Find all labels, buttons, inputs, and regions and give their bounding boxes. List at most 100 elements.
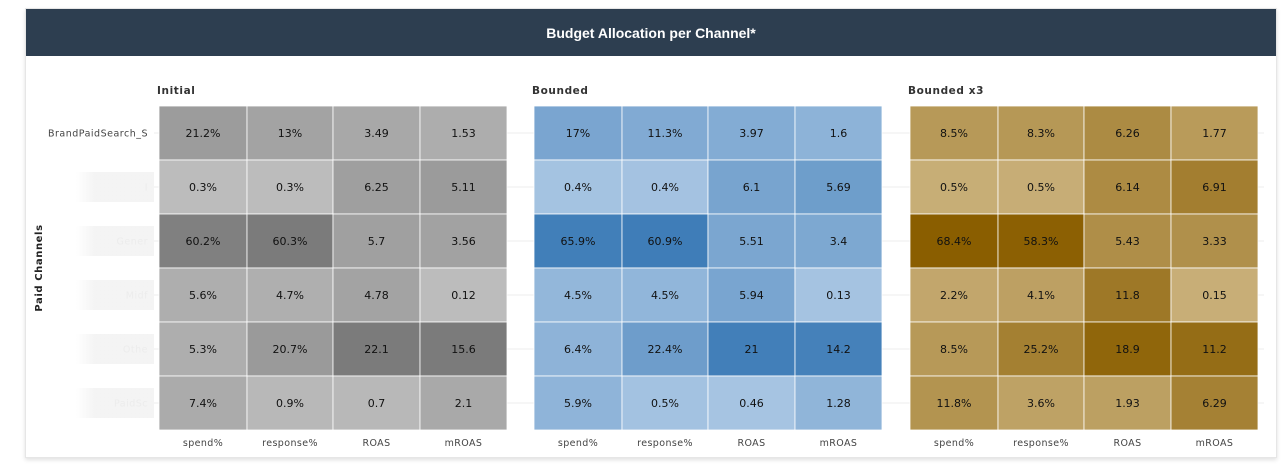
heatmap-cell	[246, 375, 334, 431]
cell-value: 25.2%	[1024, 343, 1059, 356]
column-label: spend%	[558, 438, 598, 449]
heatmap-cell	[533, 375, 623, 431]
heatmap-cell	[1170, 105, 1259, 161]
cell-value: 0.3%	[276, 181, 304, 194]
column-label: mROAS	[820, 438, 858, 449]
cell-value: 5.94	[739, 289, 764, 302]
heatmap-cell	[1083, 375, 1172, 431]
cell-value: 0.12	[451, 289, 476, 302]
cell-value: 58.3%	[1024, 235, 1059, 248]
heatmap-cell	[158, 321, 248, 377]
cell-value: 21	[745, 343, 759, 356]
heatmap-cell	[332, 321, 421, 377]
redacted-label-mask	[76, 226, 154, 256]
cell-value: 4.5%	[564, 289, 592, 302]
cell-value: 11.8%	[937, 397, 972, 410]
cell-value: 5.9%	[564, 397, 592, 410]
cell-value: 17%	[566, 127, 590, 140]
heatmap-cell	[621, 267, 709, 323]
redacted-label-mask	[76, 280, 154, 310]
heatmap-cell	[1170, 375, 1259, 431]
cell-value: 22.1	[364, 343, 389, 356]
cell-value: 7.4%	[189, 397, 217, 410]
heatmap-cell	[909, 267, 999, 323]
heatmap-cell	[246, 105, 334, 161]
cell-value: 6.14	[1115, 181, 1140, 194]
cell-value: 0.13	[826, 289, 851, 302]
column-label: mROAS	[445, 438, 483, 449]
cell-value: 8.5%	[940, 127, 968, 140]
column-label: spend%	[934, 438, 974, 449]
cell-value: 11.8	[1115, 289, 1140, 302]
cell-value: 0.4%	[651, 181, 679, 194]
column-label: response%	[1013, 438, 1069, 449]
cell-value: 1.53	[451, 127, 476, 140]
column-label: ROAS	[362, 438, 390, 449]
cell-value: 4.7%	[276, 289, 304, 302]
cell-value: 68.4%	[937, 235, 972, 248]
heatmap-cell	[794, 321, 883, 377]
column-label: response%	[637, 438, 693, 449]
heatmap-cell	[621, 159, 709, 215]
cell-value: 60.2%	[186, 235, 221, 248]
heatmap-cell	[1170, 213, 1259, 269]
cell-value: 6.25	[364, 181, 389, 194]
cell-value: 1.28	[826, 397, 851, 410]
cell-value: 18.9	[1115, 343, 1140, 356]
chart-card: Budget Allocation per Channel* Paid Chan…	[25, 8, 1277, 458]
heatmap-cell	[707, 105, 796, 161]
heatmap-cell	[909, 321, 999, 377]
heatmap-cell	[158, 375, 248, 431]
cell-value: 15.6	[451, 343, 476, 356]
cell-value: 11.2	[1202, 343, 1227, 356]
heatmap-cell	[332, 267, 421, 323]
column-label: mROAS	[1196, 438, 1234, 449]
cell-value: 65.9%	[561, 235, 596, 248]
cell-value: 0.46	[739, 397, 764, 410]
cell-value: 3.56	[451, 235, 476, 248]
cell-value: 4.1%	[1027, 289, 1055, 302]
heatmap-cell	[707, 159, 796, 215]
heatmap-cell	[1083, 213, 1172, 269]
cell-value: 0.5%	[651, 397, 679, 410]
chart-title: Budget Allocation per Channel*	[26, 9, 1276, 56]
cell-value: 0.5%	[1027, 181, 1055, 194]
heatmap-cell	[794, 105, 883, 161]
heatmap-cell	[707, 213, 796, 269]
cell-value: 5.11	[451, 181, 476, 194]
heatmap-cell	[419, 267, 508, 323]
cell-value: 3.33	[1202, 235, 1227, 248]
heatmap-cell	[1170, 267, 1259, 323]
cell-value: 0.5%	[940, 181, 968, 194]
heatmap-cell	[419, 375, 508, 431]
heatmap-cell	[246, 321, 334, 377]
y-axis-title: Paid Channels	[34, 224, 45, 311]
cell-value: 22.4%	[648, 343, 683, 356]
heatmap-cell	[533, 267, 623, 323]
column-label: ROAS	[1113, 438, 1141, 449]
cell-value: 1.6	[830, 127, 848, 140]
heatmap-cell	[1083, 105, 1172, 161]
heatmap-cell	[1170, 159, 1259, 215]
cell-value: 5.43	[1115, 235, 1140, 248]
heatmap-cell	[332, 159, 421, 215]
cell-value: 0.9%	[276, 397, 304, 410]
cell-value: 5.69	[826, 181, 851, 194]
heatmap-cell	[1170, 321, 1259, 377]
heatmap-cell	[158, 105, 248, 161]
heatmap-cell	[909, 159, 999, 215]
redacted-label-mask	[76, 172, 154, 202]
cell-value: 21.2%	[186, 127, 221, 140]
heatmap-cell	[707, 375, 796, 431]
cell-value: 6.26	[1115, 127, 1140, 140]
heatmap-cell	[997, 159, 1085, 215]
heatmap-cell	[621, 375, 709, 431]
heatmap-cell	[332, 375, 421, 431]
cell-value: 4.5%	[651, 289, 679, 302]
heatmap-cell	[533, 105, 623, 161]
cell-value: 3.6%	[1027, 397, 1055, 410]
cell-value: 11.3%	[648, 127, 683, 140]
cell-value: 0.3%	[189, 181, 217, 194]
heatmap-cell	[997, 213, 1085, 269]
heatmap-cell	[909, 375, 999, 431]
